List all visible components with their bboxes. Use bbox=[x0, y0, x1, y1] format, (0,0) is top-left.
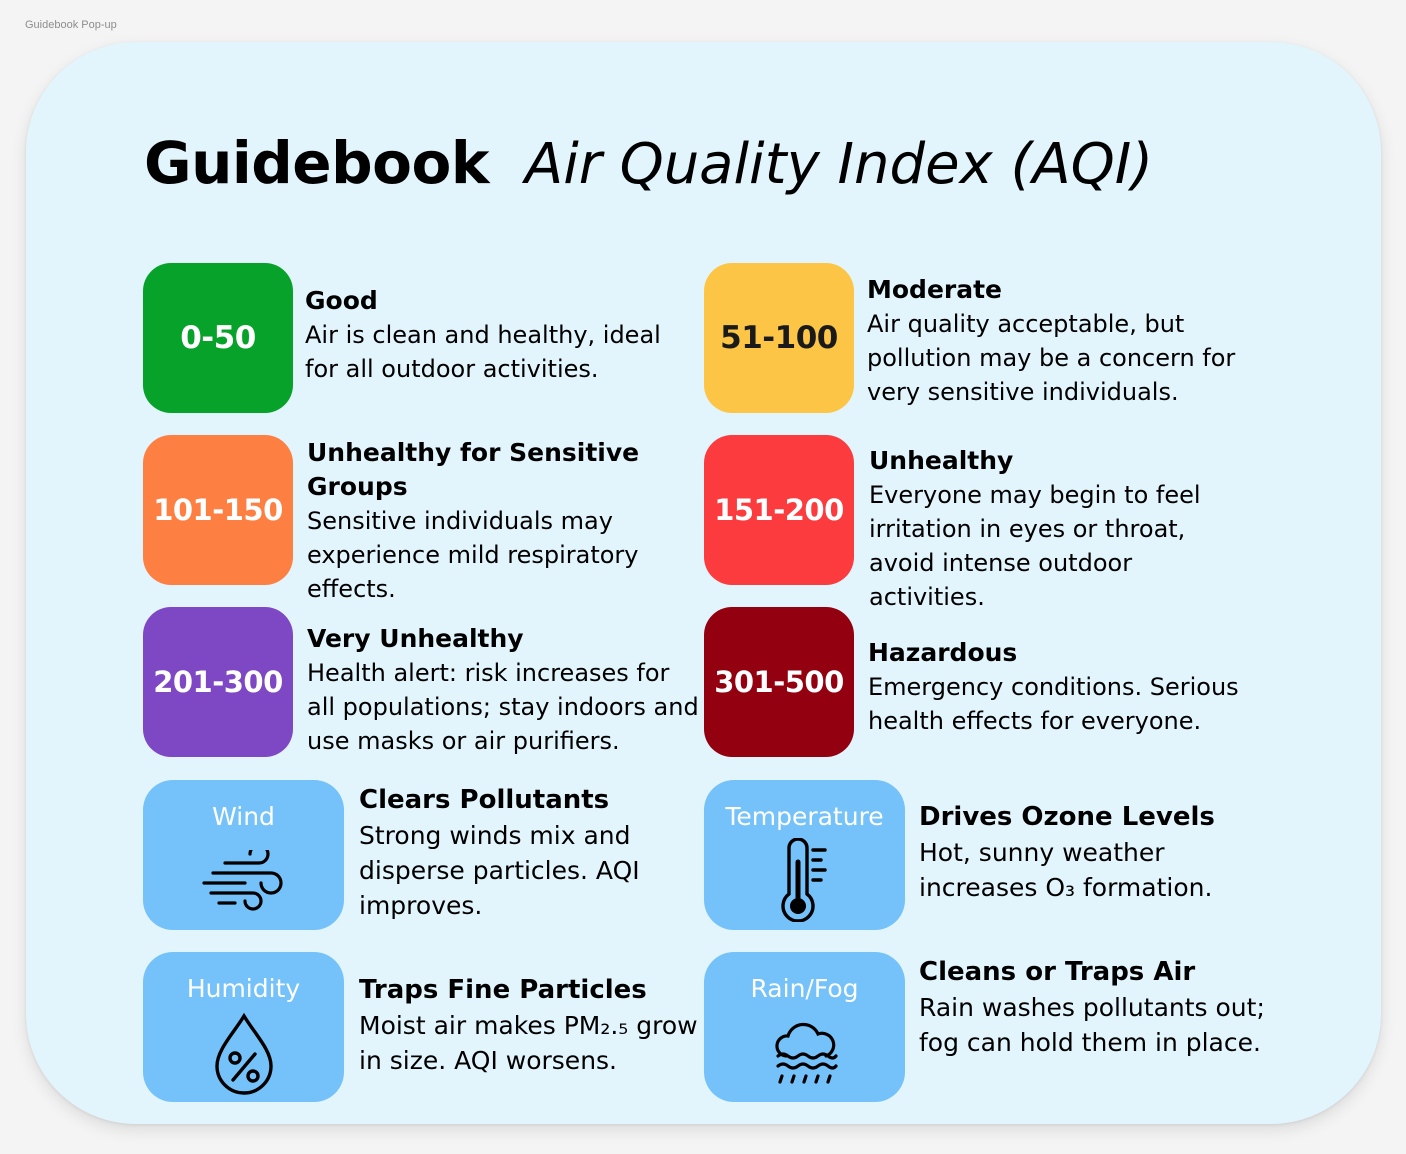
factor-heading: Traps Fine Particles bbox=[359, 975, 647, 1005]
wind-icon bbox=[201, 850, 283, 911]
aqi-level-desc: Sensitive individuals may experience mil… bbox=[307, 507, 639, 603]
factor-desc: Hot, sunny weather increases O₃ formatio… bbox=[919, 838, 1213, 902]
thermometer-icon bbox=[780, 838, 827, 922]
aqi-level-name: Unhealthy bbox=[869, 446, 1014, 475]
frame-label: Guidebook Pop-up bbox=[25, 19, 117, 31]
aqi-level-good: Good Air is clean and healthy, ideal for… bbox=[305, 284, 685, 386]
factor-label: Temperature bbox=[725, 802, 884, 831]
factor-card-wind: Wind bbox=[143, 780, 344, 930]
factor-card-rain-fog: Rain/Fog bbox=[704, 952, 905, 1102]
aqi-level-unhealthy: Unhealthy Everyone may begin to feel irr… bbox=[869, 444, 1239, 614]
factor-card-temperature: Temperature bbox=[704, 780, 905, 930]
aqi-level-desc: Air is clean and healthy, ideal for all … bbox=[305, 321, 661, 383]
aqi-level-desc: Air quality acceptable, but pollution ma… bbox=[867, 310, 1236, 406]
factor-label: Rain/Fog bbox=[750, 974, 859, 1003]
factor-desc: Strong winds mix and disperse particles.… bbox=[359, 821, 640, 920]
aqi-level-desc: Emergency conditions. Serious health eff… bbox=[868, 673, 1239, 735]
title-sub: Air Quality Index (AQI) bbox=[524, 132, 1154, 197]
aqi-badge-very-unhealthy: 201-300 bbox=[143, 607, 293, 757]
guidebook-popup: Guidebook Air Quality Index (AQI) 0-50 Go… bbox=[26, 42, 1381, 1124]
aqi-level-name: Moderate bbox=[867, 275, 1003, 304]
aqi-level-desc: Everyone may begin to feel irritation in… bbox=[869, 481, 1201, 611]
aqi-badge-hazardous: 301-500 bbox=[704, 607, 854, 757]
aqi-badge-moderate: 51-100 bbox=[704, 263, 854, 413]
aqi-level-name: Good bbox=[305, 286, 378, 315]
factor-rain-fog: Cleans or Traps Air Rain washes pollutan… bbox=[919, 955, 1269, 1060]
factor-label: Wind bbox=[212, 802, 275, 831]
aqi-level-moderate: Moderate Air quality acceptable, but pol… bbox=[867, 273, 1267, 409]
aqi-level-very-unhealthy: Very Unhealthy Health alert: risk increa… bbox=[307, 622, 702, 758]
factor-humidity: Traps Fine Particles Moist air makes PM₂… bbox=[359, 973, 709, 1078]
title-main: Guidebook bbox=[144, 129, 489, 197]
aqi-badge-unhealthy: 151-200 bbox=[704, 435, 854, 585]
page-title: Guidebook Air Quality Index (AQI) bbox=[144, 134, 1153, 193]
humidity-drop-icon bbox=[214, 1012, 273, 1095]
factor-desc: Moist air makes PM₂.₅ grow in size. AQI … bbox=[359, 1011, 698, 1075]
factor-card-humidity: Humidity bbox=[143, 952, 344, 1102]
aqi-level-usg: Unhealthy for Sensitive Groups Sensitive… bbox=[307, 436, 672, 606]
factor-heading: Drives Ozone Levels bbox=[919, 802, 1215, 832]
factor-wind: Clears Pollutants Strong winds mix and d… bbox=[359, 783, 669, 923]
aqi-badge-usg: 101-150 bbox=[143, 435, 293, 585]
aqi-level-name: Hazardous bbox=[868, 638, 1018, 667]
aqi-level-hazardous: Hazardous Emergency conditions. Serious … bbox=[868, 636, 1278, 738]
aqi-level-name: Very Unhealthy bbox=[307, 624, 524, 653]
aqi-level-desc: Health alert: risk increases for all pop… bbox=[307, 659, 699, 755]
aqi-badge-good: 0-50 bbox=[143, 263, 293, 413]
factor-desc: Rain washes pollutants out; fog can hold… bbox=[919, 993, 1265, 1057]
rain-fog-cloud-icon bbox=[774, 1022, 838, 1084]
factor-label: Humidity bbox=[186, 974, 301, 1003]
factor-heading: Clears Pollutants bbox=[359, 785, 610, 815]
factor-temperature: Drives Ozone Levels Hot, sunny weather i… bbox=[919, 800, 1269, 905]
factor-heading: Cleans or Traps Air bbox=[919, 957, 1196, 987]
aqi-level-name: Unhealthy for Sensitive Groups bbox=[307, 438, 640, 501]
